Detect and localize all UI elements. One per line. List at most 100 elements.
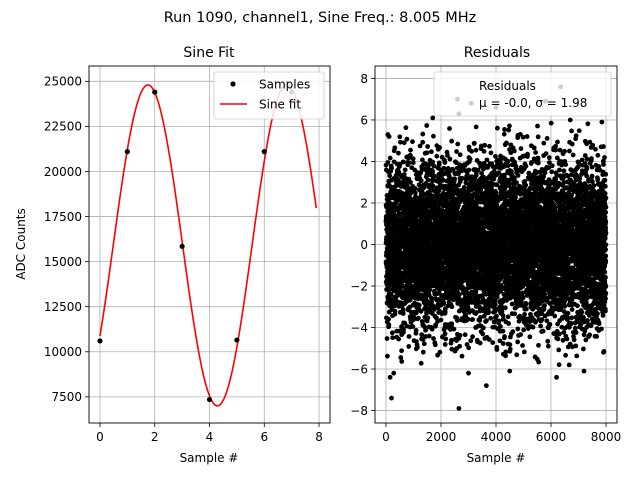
residual-point [429, 326, 435, 332]
residual-point [507, 346, 513, 352]
residual-point [515, 173, 521, 178]
sine-x-tick-label: 4 [206, 430, 214, 444]
residual-point [437, 349, 443, 355]
residual-point [426, 333, 432, 339]
residual-point [505, 158, 511, 164]
residual-point [449, 304, 455, 310]
residual-point [511, 148, 517, 154]
residual-point [502, 334, 507, 339]
residual-point [507, 123, 512, 129]
residual-point [432, 342, 438, 348]
residual-point [451, 326, 457, 332]
residual-point [418, 360, 424, 366]
residual-point [406, 160, 412, 166]
residual-point [399, 359, 405, 364]
residual-point [425, 177, 431, 183]
residual-point [408, 147, 413, 153]
residual-point [512, 311, 518, 317]
residual-point [416, 182, 422, 188]
residual-point [500, 341, 506, 346]
residual-point [468, 338, 474, 344]
legend-samples-marker-icon [230, 81, 236, 87]
residual-point [410, 160, 416, 166]
residual-point [452, 176, 457, 182]
residual-point [399, 348, 405, 354]
residual-point [405, 184, 410, 190]
residual-point [488, 315, 494, 321]
sine-x-tick-label: 6 [260, 430, 268, 444]
residual-point [441, 301, 447, 307]
residual-point [449, 138, 455, 144]
sine-y-tick-label: 15000 [44, 255, 82, 269]
residual-point [420, 349, 426, 355]
residual-point [419, 332, 425, 338]
residual-point [401, 140, 407, 146]
sine-x-tick-label: 2 [151, 430, 159, 444]
residual-point [473, 124, 479, 130]
residual-point [414, 344, 420, 350]
residual-point [494, 182, 500, 188]
residuals-scatter [383, 84, 609, 411]
residual-point [454, 149, 459, 154]
residual-point [420, 139, 426, 145]
sample-point [234, 337, 240, 343]
residual-point [507, 342, 513, 348]
residual-point [459, 353, 465, 359]
residual-point [388, 292, 394, 297]
residual-point [457, 152, 463, 158]
residual-point [410, 139, 415, 145]
residual-point [402, 167, 408, 173]
residual-point [430, 183, 436, 189]
residual-point [484, 157, 490, 163]
residual-point [490, 340, 496, 345]
residual-point [466, 167, 472, 173]
residual-point [421, 341, 427, 347]
residual-point [429, 299, 435, 305]
residual-point [417, 143, 423, 149]
residual-point [510, 329, 516, 335]
residual-point [465, 305, 471, 311]
residual-point [403, 125, 409, 131]
sine-y-axis-label: ADC Counts [14, 208, 28, 280]
residual-point [413, 310, 419, 316]
residual-point [470, 334, 475, 340]
residual-point [466, 345, 472, 351]
residual-point [496, 318, 502, 324]
residual-point [406, 344, 412, 349]
residual-point [434, 153, 440, 159]
sine-y-tick-label: 22500 [44, 120, 82, 134]
residual-point [502, 127, 507, 132]
sine-y-tick-label: 20000 [44, 165, 82, 179]
legend-fit-label: Sine fit [259, 98, 301, 112]
residual-point [423, 327, 428, 333]
residual-point [501, 131, 507, 137]
residual-point [434, 199, 439, 205]
residual-point [513, 163, 519, 169]
sine-y-tick-label: 7500 [51, 390, 82, 404]
residual-point [469, 148, 474, 154]
sine-y-tick-label: 10000 [44, 345, 82, 359]
residual-point [518, 332, 524, 337]
residual-point [437, 145, 442, 150]
residual-point [415, 315, 421, 321]
sine-legend: Samples Sine fit [213, 71, 325, 120]
residual-point [395, 292, 401, 298]
residual-point [515, 339, 521, 345]
residual-point [429, 295, 434, 301]
residual-point [418, 178, 424, 184]
residual-point [504, 140, 509, 146]
residual-point [437, 180, 443, 186]
residual-point [404, 136, 410, 142]
residual-point [427, 287, 433, 293]
residual-point [502, 305, 508, 311]
residual-point [436, 206, 442, 212]
residual-point [410, 324, 416, 329]
residual-point [424, 150, 430, 156]
residual-point [397, 134, 403, 140]
residual-point [486, 309, 492, 315]
residual-point [420, 131, 426, 137]
residual-point [506, 127, 512, 133]
